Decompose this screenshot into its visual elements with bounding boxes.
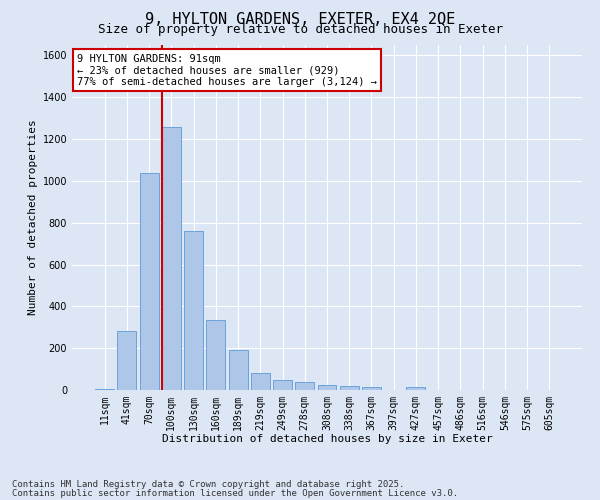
Y-axis label: Number of detached properties: Number of detached properties — [28, 120, 38, 316]
Bar — [95, 389, 114, 390]
Bar — [273, 380, 292, 390]
Bar — [340, 386, 359, 390]
Bar — [184, 231, 203, 390]
Bar — [229, 350, 248, 390]
Text: Size of property relative to detached houses in Exeter: Size of property relative to detached ho… — [97, 22, 503, 36]
Bar — [206, 320, 225, 390]
Bar — [317, 385, 337, 390]
Text: Contains HM Land Registry data © Crown copyright and database right 2025.: Contains HM Land Registry data © Crown c… — [12, 480, 404, 489]
X-axis label: Distribution of detached houses by size in Exeter: Distribution of detached houses by size … — [161, 434, 493, 444]
Bar — [362, 388, 381, 390]
Bar — [162, 126, 181, 390]
Bar — [295, 382, 314, 390]
Text: 9, HYLTON GARDENS, EXETER, EX4 2QE: 9, HYLTON GARDENS, EXETER, EX4 2QE — [145, 12, 455, 28]
Bar — [140, 172, 158, 390]
Text: 9 HYLTON GARDENS: 91sqm
← 23% of detached houses are smaller (929)
77% of semi-d: 9 HYLTON GARDENS: 91sqm ← 23% of detache… — [77, 54, 377, 87]
Text: Contains public sector information licensed under the Open Government Licence v3: Contains public sector information licen… — [12, 488, 458, 498]
Bar — [251, 374, 270, 390]
Bar — [118, 332, 136, 390]
Bar — [406, 388, 425, 390]
